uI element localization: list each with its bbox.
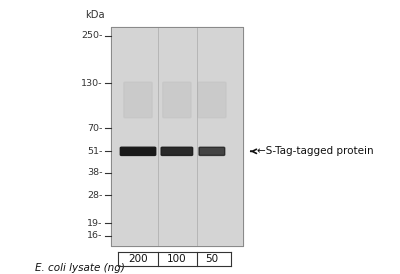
Text: 250-: 250- [81,31,102,40]
Text: 200: 200 [128,254,148,264]
Text: 130-: 130- [81,79,102,88]
Text: 70-: 70- [87,124,102,133]
Text: 51-: 51- [87,147,102,156]
FancyBboxPatch shape [161,147,193,155]
Text: 16-: 16- [87,231,102,240]
Text: E. coli lysate (ng): E. coli lysate (ng) [35,263,125,273]
Text: 28-: 28- [87,190,102,199]
Text: kDa: kDa [86,10,105,21]
FancyBboxPatch shape [163,82,191,118]
FancyBboxPatch shape [199,147,225,155]
Text: ←S-Tag-tagged protein: ←S-Tag-tagged protein [251,146,373,156]
FancyBboxPatch shape [120,147,156,155]
FancyBboxPatch shape [124,82,152,118]
Text: 38-: 38- [87,168,102,177]
Text: 50: 50 [205,254,218,264]
Bar [111,27,243,246]
Text: 19-: 19- [87,219,102,228]
Text: 100: 100 [167,254,187,264]
FancyBboxPatch shape [198,82,226,118]
